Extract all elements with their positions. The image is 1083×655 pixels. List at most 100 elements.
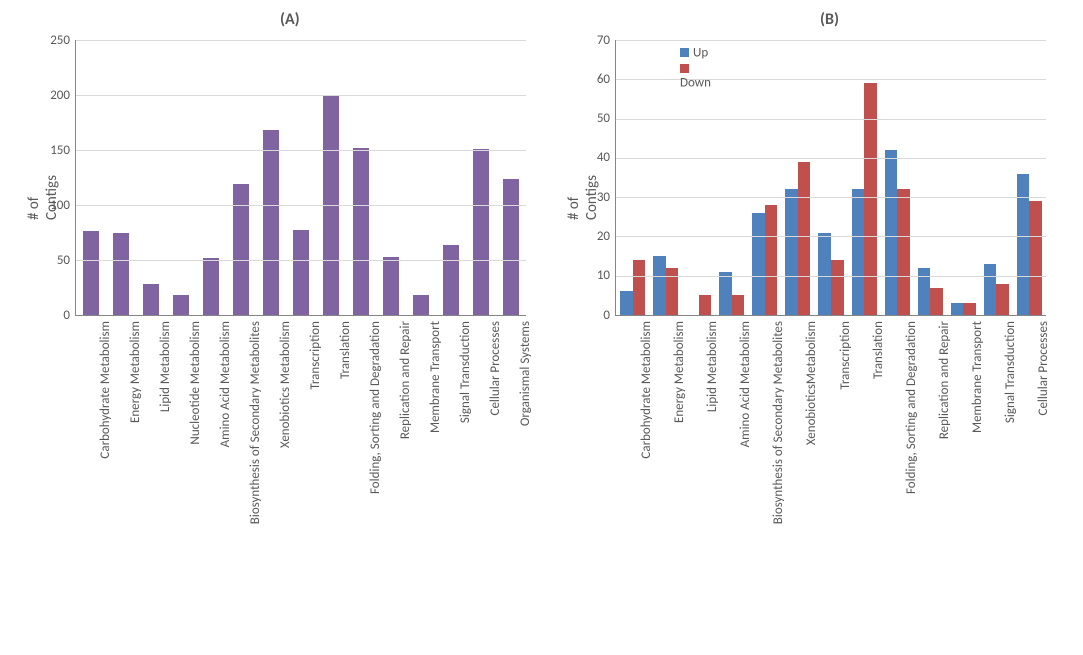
y-tick-label: 30 [582,190,610,205]
x-tick-label: Membrane Transport [970,321,985,621]
panel-a-bars [76,40,526,315]
x-tick-label: Xenobiotics Metabolism [278,321,293,621]
legend-item: Down [680,60,711,90]
y-tick-label: 50 [38,253,70,268]
panel-a-plot: 050100150200250Carbohydrate MetabolismEn… [75,40,526,316]
x-tick-label: Translation [871,321,886,621]
panel-a-title: (A) [280,10,300,29]
y-tick-label: 40 [582,150,610,165]
gridline [76,40,526,41]
bar [443,245,460,315]
bar-up [885,150,898,315]
bar-up [719,272,732,315]
x-tick-label: Replication and Repair [937,321,952,621]
x-tick-label: Carbohydrate Metabolism [639,321,654,621]
bar-up [984,264,997,315]
x-tick-label: Nucleotide Metabolism [188,321,203,621]
y-tick-label: 200 [38,88,70,103]
bar [143,284,160,315]
legend-label: Up [693,45,708,60]
panel-b-title: (B) [820,10,839,29]
bar-up [620,291,633,315]
gridline [76,260,526,261]
legend-label: Down [680,76,711,91]
y-tick-label: 0 [38,308,70,323]
bar-up [752,213,765,315]
x-tick-label: Signal Transduction [1003,321,1018,621]
gridline [76,95,526,96]
x-tick-label: Signal Transduction [458,321,473,621]
x-tick-label: Transcription [308,321,323,621]
bar-down [963,303,976,315]
bar [413,295,430,315]
gridline [616,276,1046,277]
panel-b-legend: Up Down [680,45,721,91]
bar [383,257,400,315]
bar [293,230,310,315]
legend-item: Up [680,45,708,60]
y-tick-label: 150 [38,143,70,158]
y-tick-label: 10 [582,268,610,283]
x-tick-label: Biosynthesis of Secondary Metabolites [771,321,786,621]
y-tick-label: 250 [38,33,70,48]
x-tick-label: Translation [338,321,353,621]
x-tick-label: Carbohydrate Metabolism [98,321,113,621]
bar-down [633,260,646,315]
gridline [76,150,526,151]
bar-down [798,162,811,315]
bar-down [996,284,1009,315]
x-tick-label: Lipid Metabolism [158,321,173,621]
y-tick-label: 60 [582,72,610,87]
legend-swatch [680,48,689,57]
gridline [616,236,1046,237]
bar-up [653,256,666,315]
x-tick-label: Replication and Repair [398,321,413,621]
bar-down [699,295,712,315]
y-tick-label: 20 [582,229,610,244]
bar-up [852,189,865,315]
x-tick-label: Transcription [838,321,853,621]
x-tick-label: Amino Acid Metabolism [738,321,753,621]
bar [173,295,190,315]
bar [503,179,520,315]
bar-down [1029,201,1042,315]
bar-down [765,205,778,315]
x-tick-label: Folding, Sorting and Degradation [368,321,383,621]
x-tick-label: Biosynthesis of Secondary Metabolites [248,321,263,621]
x-tick-label: Lipid Metabolism [705,321,720,621]
bar [263,130,280,315]
bar-down [732,295,745,315]
gridline [616,119,1046,120]
bar-down [831,260,844,315]
gridline [616,40,1046,41]
y-tick-label: 50 [582,111,610,126]
x-tick-label: Cellular Processes [488,321,503,621]
bar [353,148,370,315]
bar [473,149,490,315]
bar-up [951,303,964,315]
bar [233,184,250,315]
bar-up [785,189,798,315]
bar-down [897,189,910,315]
x-tick-label: Energy Metabolism [128,321,143,621]
bar [113,233,130,316]
bar-down [930,288,943,316]
x-tick-label: Amino Acid Metabolism [218,321,233,621]
bar-up [1017,174,1030,315]
gridline [76,205,526,206]
y-tick-label: 0 [582,308,610,323]
y-tick-label: 100 [38,198,70,213]
x-tick-label: Organismal Systems [518,321,533,621]
x-tick-label: Cellular Processes [1036,321,1051,621]
gridline [616,158,1046,159]
bar-up [818,233,831,316]
legend-swatch [680,64,689,73]
gridline [616,197,1046,198]
x-tick-label: Membrane Transport [428,321,443,621]
x-tick-label: Energy Metabolism [672,321,687,621]
x-tick-label: Folding, Sorting and Degradation [904,321,919,621]
x-tick-label: XenobioticsMetabolism [804,321,819,621]
y-tick-label: 70 [582,33,610,48]
bar [83,231,100,315]
figure: (A) # of Contigs 050100150200250Carbohyd… [0,0,1083,655]
